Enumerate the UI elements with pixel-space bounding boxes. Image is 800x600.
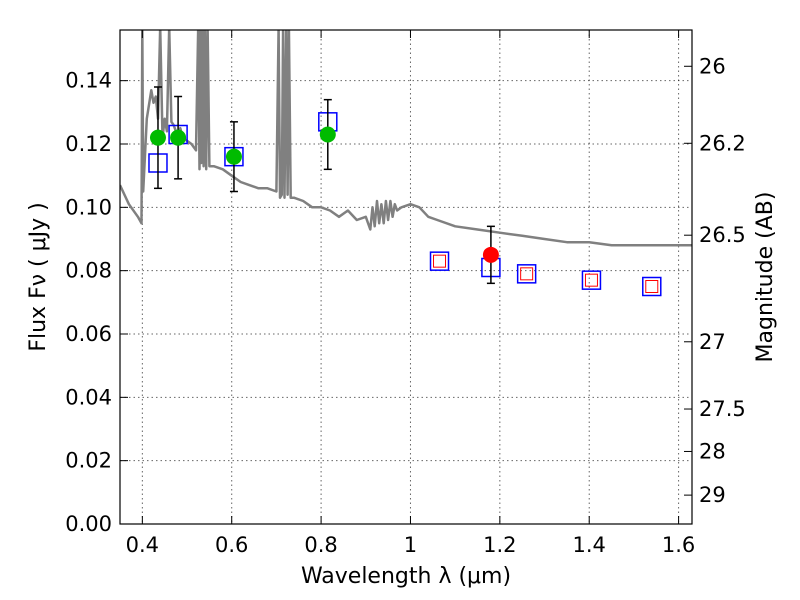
blue-square-point [516,264,537,284]
right-axis-label: Magnitude (AB) [753,192,778,363]
blue-square-point [642,276,662,297]
y-axis-label: Flux Fν ( μJy ) [26,202,51,351]
axis-ticks: 0.4 0.6 0.8 1 1.2 1.4 1.6 0.00 0.02 0.04 0.06 0.08 0… [65,30,746,557]
y-tick-label: 0.04 [65,385,112,409]
x-tick-label: 1.2 [483,533,516,557]
green-point [170,129,187,146]
right-tick-label: 26 [699,54,726,78]
y-tick-label: 0.06 [65,322,112,346]
plot-area [120,30,692,297]
red-point [482,246,499,263]
y-tick-label: 0.00 [65,512,112,536]
blue-square-point [429,251,450,271]
right-tick-label: 26.2 [699,131,746,155]
x-tick-label: 1.6 [662,533,695,557]
right-tick-label: 28 [699,439,726,463]
x-tick-label: 1.4 [573,533,606,557]
right-tick-label: 26.5 [699,223,746,247]
right-tick-label: 27 [699,330,726,354]
x-tick-label: 1 [404,533,417,557]
green-point [319,126,336,143]
y-tick-label: 0.12 [65,132,112,156]
x-tick-label: 0.6 [215,533,248,557]
y-tick-label: 0.08 [65,259,112,283]
right-tick-label: 27.5 [699,397,746,421]
y-tick-label: 0.10 [65,195,112,219]
red-square-point [584,273,598,287]
x-axis-label: Wavelength λ (μm) [301,564,511,589]
red-square-point [645,280,659,293]
y-tick-label: 0.14 [65,69,112,93]
red-square-point [520,267,534,281]
right-tick-label: 29 [699,483,726,507]
red-square-point [433,254,447,268]
green-point [149,129,166,146]
green-point [225,148,242,165]
x-tick-label: 0.8 [304,533,337,557]
y-tick-label: 0.02 [65,449,112,473]
model-spectrum-line [120,30,692,247]
x-tick-label: 0.4 [126,533,159,557]
plot-frame [119,29,693,525]
blue-square-point [581,270,602,290]
